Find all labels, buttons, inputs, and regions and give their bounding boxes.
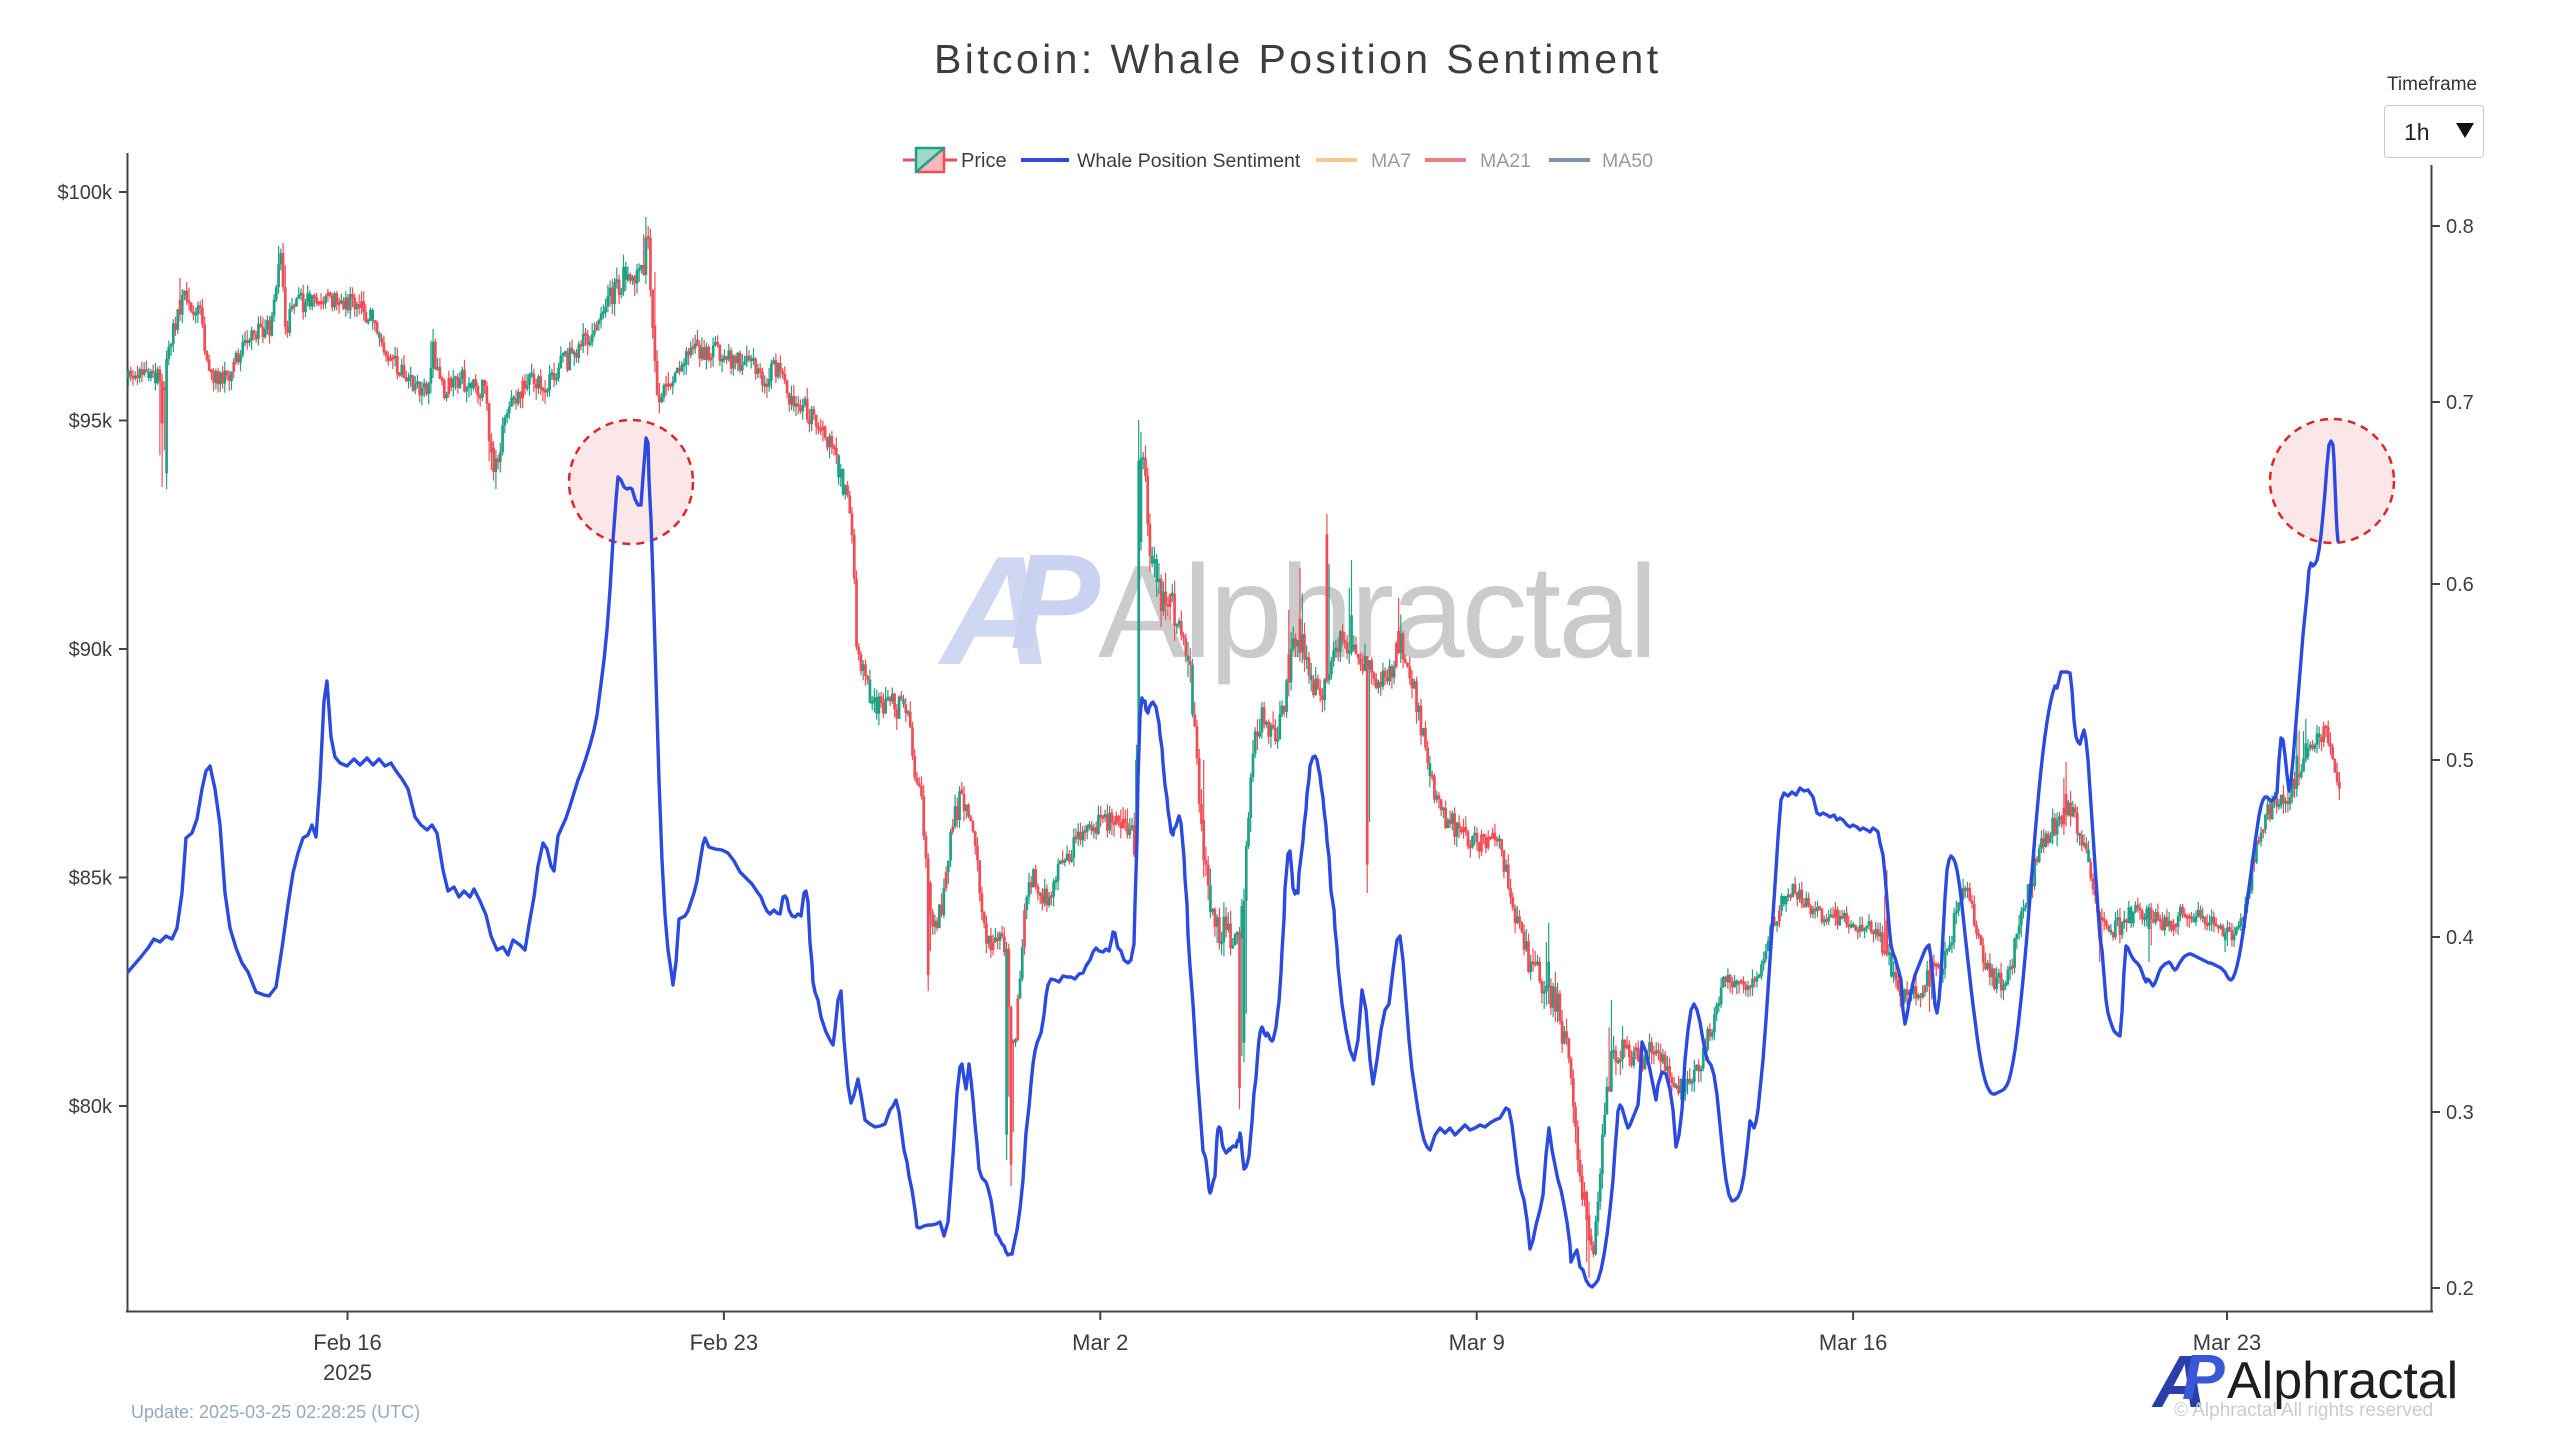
svg-text:A: A bbox=[937, 524, 1053, 697]
svg-text:Mar 9: Mar 9 bbox=[1449, 1330, 1505, 1355]
svg-text:Mar 23: Mar 23 bbox=[2193, 1330, 2261, 1355]
svg-text:$85k: $85k bbox=[69, 868, 113, 890]
svg-text:Alphractal: Alphractal bbox=[2227, 1352, 2458, 1410]
svg-text:MA21: MA21 bbox=[1480, 150, 1531, 172]
svg-text:MA7: MA7 bbox=[1371, 150, 1411, 172]
svg-text:Mar 16: Mar 16 bbox=[1819, 1330, 1887, 1355]
svg-text:0.8: 0.8 bbox=[2446, 216, 2474, 238]
svg-text:P: P bbox=[1010, 526, 1101, 677]
svg-text:Price: Price bbox=[961, 150, 1007, 172]
svg-text:0.2: 0.2 bbox=[2446, 1278, 2474, 1300]
svg-text:$100k: $100k bbox=[58, 182, 113, 204]
svg-text:Feb 16: Feb 16 bbox=[313, 1330, 382, 1355]
svg-text:Alphractal: Alphractal bbox=[1098, 538, 1655, 685]
svg-text:MA50: MA50 bbox=[1602, 150, 1653, 172]
svg-text:0.6: 0.6 bbox=[2446, 574, 2474, 596]
svg-text:0.3: 0.3 bbox=[2446, 1102, 2474, 1124]
svg-text:0.4: 0.4 bbox=[2446, 927, 2474, 949]
svg-text:2025: 2025 bbox=[323, 1360, 372, 1385]
svg-text:$90k: $90k bbox=[69, 639, 113, 661]
svg-text:A: A bbox=[2151, 1340, 2206, 1423]
svg-text:© Alphractal All rights reserv: © Alphractal All rights reserved bbox=[2174, 1400, 2433, 1421]
svg-text:P: P bbox=[2182, 1341, 2225, 1413]
svg-text:0.7: 0.7 bbox=[2446, 392, 2474, 414]
svg-text:$95k: $95k bbox=[69, 411, 113, 433]
svg-text:0.5: 0.5 bbox=[2446, 750, 2474, 772]
svg-text:Feb 23: Feb 23 bbox=[690, 1330, 759, 1355]
svg-text:$80k: $80k bbox=[69, 1096, 113, 1118]
svg-text:Whale Position Sentiment: Whale Position Sentiment bbox=[1077, 150, 1301, 172]
svg-text:Mar 2: Mar 2 bbox=[1072, 1330, 1128, 1355]
